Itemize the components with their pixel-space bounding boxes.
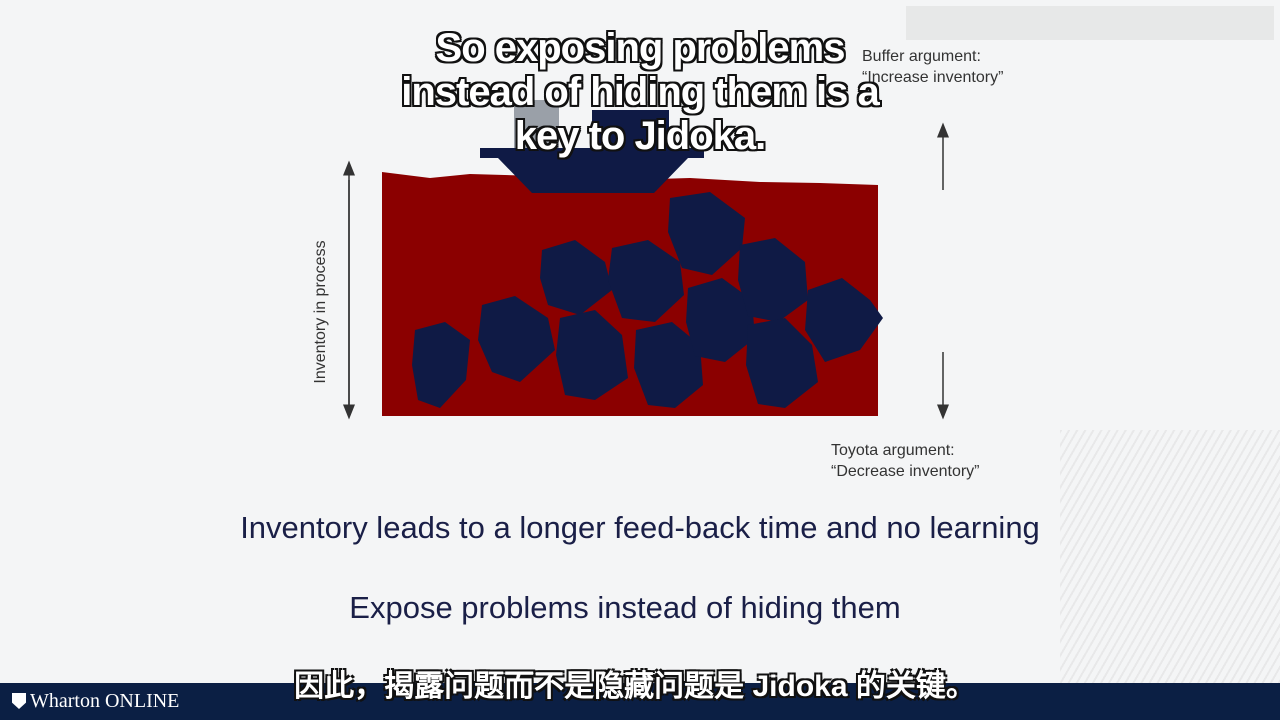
background-texture <box>1060 430 1280 690</box>
buffer-argument-text: “Increase inventory” <box>862 69 1004 86</box>
wharton-logo: Wharton ONLINE <box>12 689 179 713</box>
toyota-argument-text: “Decrease inventory” <box>831 463 980 480</box>
statement-expose: Expose problems instead of hiding them <box>349 590 901 625</box>
toyota-argument-label: Toyota argument: “Decrease inventory” <box>831 440 980 482</box>
statement-feedback: Inventory leads to a longer feed-back ti… <box>240 510 1040 545</box>
rock <box>608 240 684 322</box>
english-subtitle: So exposing problems instead of hiding t… <box>401 26 880 158</box>
chinese-subtitle: 因此，揭露问题而不是隐藏问题是 Jidoka 的关键。 <box>294 670 976 703</box>
rock <box>634 322 703 408</box>
boat-chimney <box>514 100 559 150</box>
boat-hull <box>480 148 704 193</box>
shield-icon <box>12 693 26 709</box>
footer-bar: Wharton ONLINE <box>0 683 1280 720</box>
problem-rocks <box>412 192 883 408</box>
boat-cabin <box>592 110 669 152</box>
buffer-argument-label: Buffer argument: “Increase inventory” <box>862 46 1003 88</box>
rock <box>746 318 818 408</box>
rock <box>556 310 628 400</box>
rock <box>738 238 808 322</box>
brand-text: Wharton ONLINE <box>30 690 180 712</box>
watermark-band <box>906 6 1274 40</box>
rock <box>540 240 612 315</box>
rock <box>686 278 755 362</box>
y-axis-label: Inventory in process <box>312 240 329 384</box>
toyota-argument-title: Toyota argument: <box>831 442 955 459</box>
rock <box>668 192 745 275</box>
rock <box>412 322 470 408</box>
rock <box>805 278 883 362</box>
boat <box>480 100 704 193</box>
rock <box>478 296 555 382</box>
buffer-argument-title: Buffer argument: <box>862 48 981 65</box>
